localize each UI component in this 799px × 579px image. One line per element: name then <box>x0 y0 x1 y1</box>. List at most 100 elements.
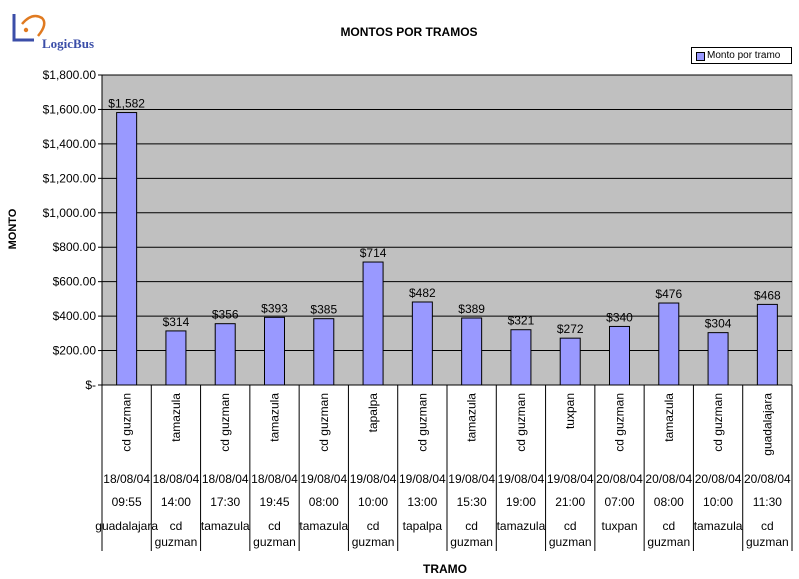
category-time: 13:00 <box>407 495 437 509</box>
bar <box>510 329 532 386</box>
category-origin: tamazula <box>268 393 282 442</box>
category-time: 10:00 <box>703 495 733 509</box>
bar <box>609 325 630 386</box>
legend: Monto por tramo <box>691 47 792 64</box>
bar <box>165 330 187 386</box>
data-label: $468 <box>754 288 781 302</box>
legend-entry: Monto por tramo <box>707 50 781 61</box>
category-date: 19/08/04 <box>448 472 495 486</box>
data-label: $304 <box>705 317 732 331</box>
category-origin: cd guzman <box>613 393 627 452</box>
category-time: 07:00 <box>604 495 634 509</box>
plot-area <box>101 74 793 386</box>
category-destination: tamazula <box>694 519 743 533</box>
category-date: 18/08/04 <box>251 472 298 486</box>
category-date: 18/08/04 <box>103 472 150 486</box>
bar <box>461 317 483 386</box>
category-time: 19:00 <box>506 495 536 509</box>
category-time: 17:30 <box>210 495 240 509</box>
bar <box>658 302 680 386</box>
y-tick-label: $400.00 <box>53 309 97 323</box>
bar <box>264 316 285 386</box>
data-label: $340 <box>606 310 633 324</box>
category-destination: cd <box>761 519 774 533</box>
category-destination: tuxpan <box>601 519 637 533</box>
y-tick-label: $800.00 <box>53 240 97 254</box>
category-destination: tapalpa <box>403 519 443 533</box>
y-tick-label: $- <box>85 378 96 392</box>
category-time: 19:45 <box>259 495 289 509</box>
category-destination: guzman <box>352 535 395 549</box>
category-origin: cd guzman <box>514 393 528 452</box>
bar <box>411 301 433 386</box>
category-origin: tuxpan <box>563 393 577 429</box>
category-origin: tamazula <box>465 393 479 442</box>
category-date: 19/08/04 <box>498 472 545 486</box>
category-date: 18/08/04 <box>202 472 249 486</box>
y-tick-label: $200.00 <box>53 344 97 358</box>
category-origin: tamazula <box>662 393 676 442</box>
data-label: $482 <box>409 286 436 300</box>
category-origin: tamazula <box>169 393 183 442</box>
category-date: 20/08/04 <box>744 472 791 486</box>
category-time: 15:30 <box>457 495 487 509</box>
category-destination: cd <box>564 519 577 533</box>
chart-title: MONTOS POR TRAMOS <box>340 25 478 39</box>
category-destination: guzman <box>450 535 493 549</box>
category-destination: guzman <box>549 535 592 549</box>
category-origin: cd guzman <box>317 393 331 452</box>
category-origin: cd guzman <box>218 393 232 452</box>
category-destination: guzman <box>746 535 789 549</box>
category-date: 20/08/04 <box>596 472 643 486</box>
data-label: $389 <box>458 302 485 316</box>
category-destination: cd <box>662 519 675 533</box>
logo-text: LogicBus <box>42 36 95 51</box>
logo-mark-dot <box>23 27 29 33</box>
category-time: 08:00 <box>309 495 339 509</box>
category-time: 21:00 <box>555 495 585 509</box>
category-destination: cd <box>170 519 183 533</box>
legend-swatch <box>696 52 705 61</box>
category-origin: cd guzman <box>415 393 429 452</box>
bar <box>214 323 236 386</box>
category-time: 08:00 <box>654 495 684 509</box>
y-tick-label: $600.00 <box>53 275 97 289</box>
bar <box>559 337 581 386</box>
category-date: 19/08/04 <box>300 472 347 486</box>
data-label: $314 <box>163 315 190 329</box>
x-axis-label: TRAMO <box>423 562 467 576</box>
category-destination: tamazula <box>299 519 348 533</box>
data-label: $356 <box>212 308 239 322</box>
y-tick-label: $1,000.00 <box>43 206 97 220</box>
category-date: 19/08/04 <box>399 472 446 486</box>
data-label: $476 <box>655 287 682 301</box>
category-date: 19/08/04 <box>547 472 594 486</box>
category-destination: guzman <box>253 535 296 549</box>
data-label: $272 <box>557 322 584 336</box>
category-time: 09:55 <box>112 495 142 509</box>
category-time: 10:00 <box>358 495 388 509</box>
logo-mark-l <box>12 14 34 42</box>
category-destination: cd <box>367 519 380 533</box>
y-tick-label: $1,400.00 <box>43 137 97 151</box>
category-destination: guzman <box>155 535 198 549</box>
category-date: 19/08/04 <box>350 472 397 486</box>
category-destination: tamazula <box>201 519 250 533</box>
category-time: 14:00 <box>161 495 191 509</box>
y-tick-label: $1,600.00 <box>43 102 97 116</box>
data-label: $393 <box>261 301 288 315</box>
category-date: 20/08/04 <box>695 472 742 486</box>
bar <box>707 332 729 386</box>
category-origin: guadalajara <box>760 393 774 456</box>
y-tick-label: $1,200.00 <box>43 171 97 185</box>
category-destination: guadalajara <box>95 519 158 533</box>
logo-mark-curve <box>21 14 46 37</box>
bar <box>362 261 384 386</box>
data-label: $714 <box>360 246 387 260</box>
data-label: $321 <box>508 314 535 328</box>
category-date: 18/08/04 <box>153 472 200 486</box>
category-destination: cd <box>465 519 478 533</box>
category-destination: guzman <box>647 535 690 549</box>
category-origin: tapalpa <box>366 393 380 433</box>
